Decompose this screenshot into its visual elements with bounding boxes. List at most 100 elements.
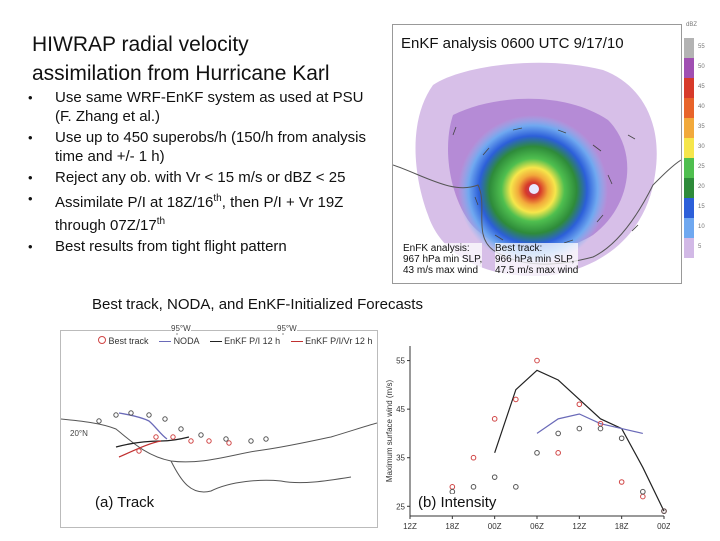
colorbar-swatch [684, 38, 694, 58]
intensity-chart: 55 45 35 25 12Z 18Z 00Z 06Z 12Z 18Z 00Z Maximum sur… [380, 340, 671, 536]
lon-label: 95°W [171, 324, 191, 333]
colorbar-tick-label: 15 [698, 204, 705, 210]
analysis-map-graphic [393, 25, 681, 283]
colorbar-swatch [684, 138, 694, 158]
best-track-point [470, 454, 477, 461]
best-track-point [491, 416, 498, 422]
track-legend: Best track NODA EnKF P/I 12 h EnKF P/I/V… [98, 336, 372, 346]
bullet-text: Best results from tight flight pattern [55, 238, 287, 255]
slide-title: HIWRAP radial velocity assimilation from… [32, 30, 382, 88]
colorbar-swatch [684, 198, 694, 218]
bullet-item: • Best results from tight flight pattern [28, 237, 380, 256]
track-map [60, 331, 378, 493]
legend-label: EnKF P/I/Vr 12 h [305, 336, 373, 346]
best-track-points [136, 434, 232, 454]
noda-point [576, 425, 583, 432]
bullet-text-pre: Assimilate P/I at 18Z/16 [55, 194, 214, 211]
bullet-marker: • [28, 239, 33, 254]
legend-line-icon [159, 341, 172, 343]
best-track-point [618, 479, 625, 485]
legend-label: NODA [173, 336, 200, 346]
storm-eye [529, 184, 539, 194]
colorbar-swatch [684, 118, 694, 138]
enkf-box-line: 43 m/s max wind [403, 265, 479, 276]
colorbar-tick-label: 10 [698, 224, 705, 230]
y-tick-label: 25 [396, 502, 405, 511]
wind-vectors [452, 126, 639, 244]
bullet-item: • Use same WRF-EnKF system as used at PSU… [28, 88, 380, 126]
forecast-series-line [494, 369, 665, 512]
colorbar-tick-label: 50 [698, 64, 705, 70]
best-track-point [576, 401, 583, 408]
y-axis-label: Maximum surface wind (m/s) [385, 380, 394, 483]
noda-track [118, 412, 168, 440]
y-tick-label: 35 [396, 454, 405, 463]
best-track-point [449, 484, 456, 490]
legend-label: Best track [108, 336, 149, 346]
intensity-panel-label: (b) Intensity [418, 494, 497, 511]
x-tick-label: 00Z [657, 522, 670, 531]
bullet-text-mid: , then P/I + Vr 19Z through 07Z/17 [55, 194, 344, 234]
noda-point [661, 508, 667, 514]
enkf-pivr-track [118, 440, 162, 458]
lon-label: 95°W [277, 324, 297, 333]
intensity-chart-svg: 55 45 35 25 12Z 18Z 00Z 06Z 12Z 18Z 00Z Maximum sur… [385, 346, 671, 531]
noda-point [597, 425, 604, 432]
forecast-series-line [536, 413, 643, 435]
x-tick-label: 18Z [445, 522, 459, 531]
best-track-point [534, 357, 540, 364]
bullet-marker: • [28, 90, 33, 105]
best-track-box: Best track: 966 hPa min SLP, 47.5 m/s ma… [495, 243, 579, 276]
colorbar-tick-label: 45 [698, 84, 705, 90]
best-box-line: 966 hPa min SLP, [495, 254, 575, 265]
y-tick-label: 55 [396, 357, 405, 366]
best-track-point [555, 450, 561, 456]
bullet-text: Use same WRF-EnKF system as used at PSU … [55, 89, 364, 125]
noda-point [640, 488, 646, 495]
reflectivity-colorbar: dBZ 55 50 45 40 35 30 25 20 15 10 5 [684, 22, 718, 282]
track-panel-label: (a) Track [95, 494, 155, 511]
best-track-point [640, 493, 646, 500]
noda-point [534, 450, 540, 456]
noda-points [96, 410, 269, 444]
noda-point [555, 430, 561, 437]
bullet-marker: • [28, 191, 33, 206]
bullet-text: Use up to 450 superobs/h (150/h from ana… [55, 129, 367, 165]
x-tick-label: 18Z [615, 522, 629, 531]
bullet-item: • Reject any ob. with Vr < 15 m/s or dBZ … [28, 168, 380, 187]
bullet-text: Reject any ob. with Vr < 15 m/s or dBZ <… [55, 169, 346, 186]
best-box-line: 47.5 m/s max wind [495, 265, 579, 276]
best-box-line: Best track: [495, 243, 543, 254]
bullet-marker: • [28, 170, 33, 185]
bullet-sup: th [156, 216, 166, 227]
colorbar-tick-label: 40 [698, 104, 705, 110]
forecast-subtitle: Best track, NODA, and EnKF-Initialized F… [92, 296, 423, 313]
x-tick-label: 06Z [530, 522, 544, 531]
y-tick-label: 45 [396, 405, 405, 414]
x-tick-label: 12Z [572, 522, 586, 531]
colorbar-tick-label: 5 [698, 244, 702, 250]
slide-title-line2: assimilation from Hurricane Karl [32, 62, 330, 85]
legend-circle-icon [98, 336, 106, 344]
colorbar-swatch [684, 238, 694, 258]
bullet-item: • Assimilate P/I at 18Z/16 th, then P/I + … [28, 189, 380, 235]
legend-label: EnKF P/I 12 h [224, 336, 281, 346]
best-track-point [513, 396, 519, 403]
colorbar-swatch [684, 78, 694, 98]
noda-point [470, 484, 477, 490]
noda-point [491, 474, 498, 480]
colorbar-tick-label: 25 [698, 164, 705, 170]
noda-point [513, 484, 519, 490]
colorbar-tick-label: 35 [698, 124, 705, 130]
analysis-map: EnKF analysis 0600 UTC 9/17/10 EnFK anal… [392, 24, 682, 284]
legend-line-icon [290, 341, 303, 343]
enkf-analysis-box: EnFK analysis: 967 hPa min SLP, 43 m/s m… [403, 243, 483, 276]
enkf-box-line: 967 hPa min SLP, [403, 254, 483, 265]
bullet-list: • Use same WRF-EnKF system as used at PSU… [28, 88, 380, 258]
noda-point [618, 435, 625, 442]
x-tick-label: 00Z [488, 522, 502, 531]
lat-label: 20°N [70, 429, 88, 438]
colorbar-tick-label: 20 [698, 184, 705, 190]
coastline [170, 460, 352, 493]
colorbar-swatch [684, 178, 694, 198]
